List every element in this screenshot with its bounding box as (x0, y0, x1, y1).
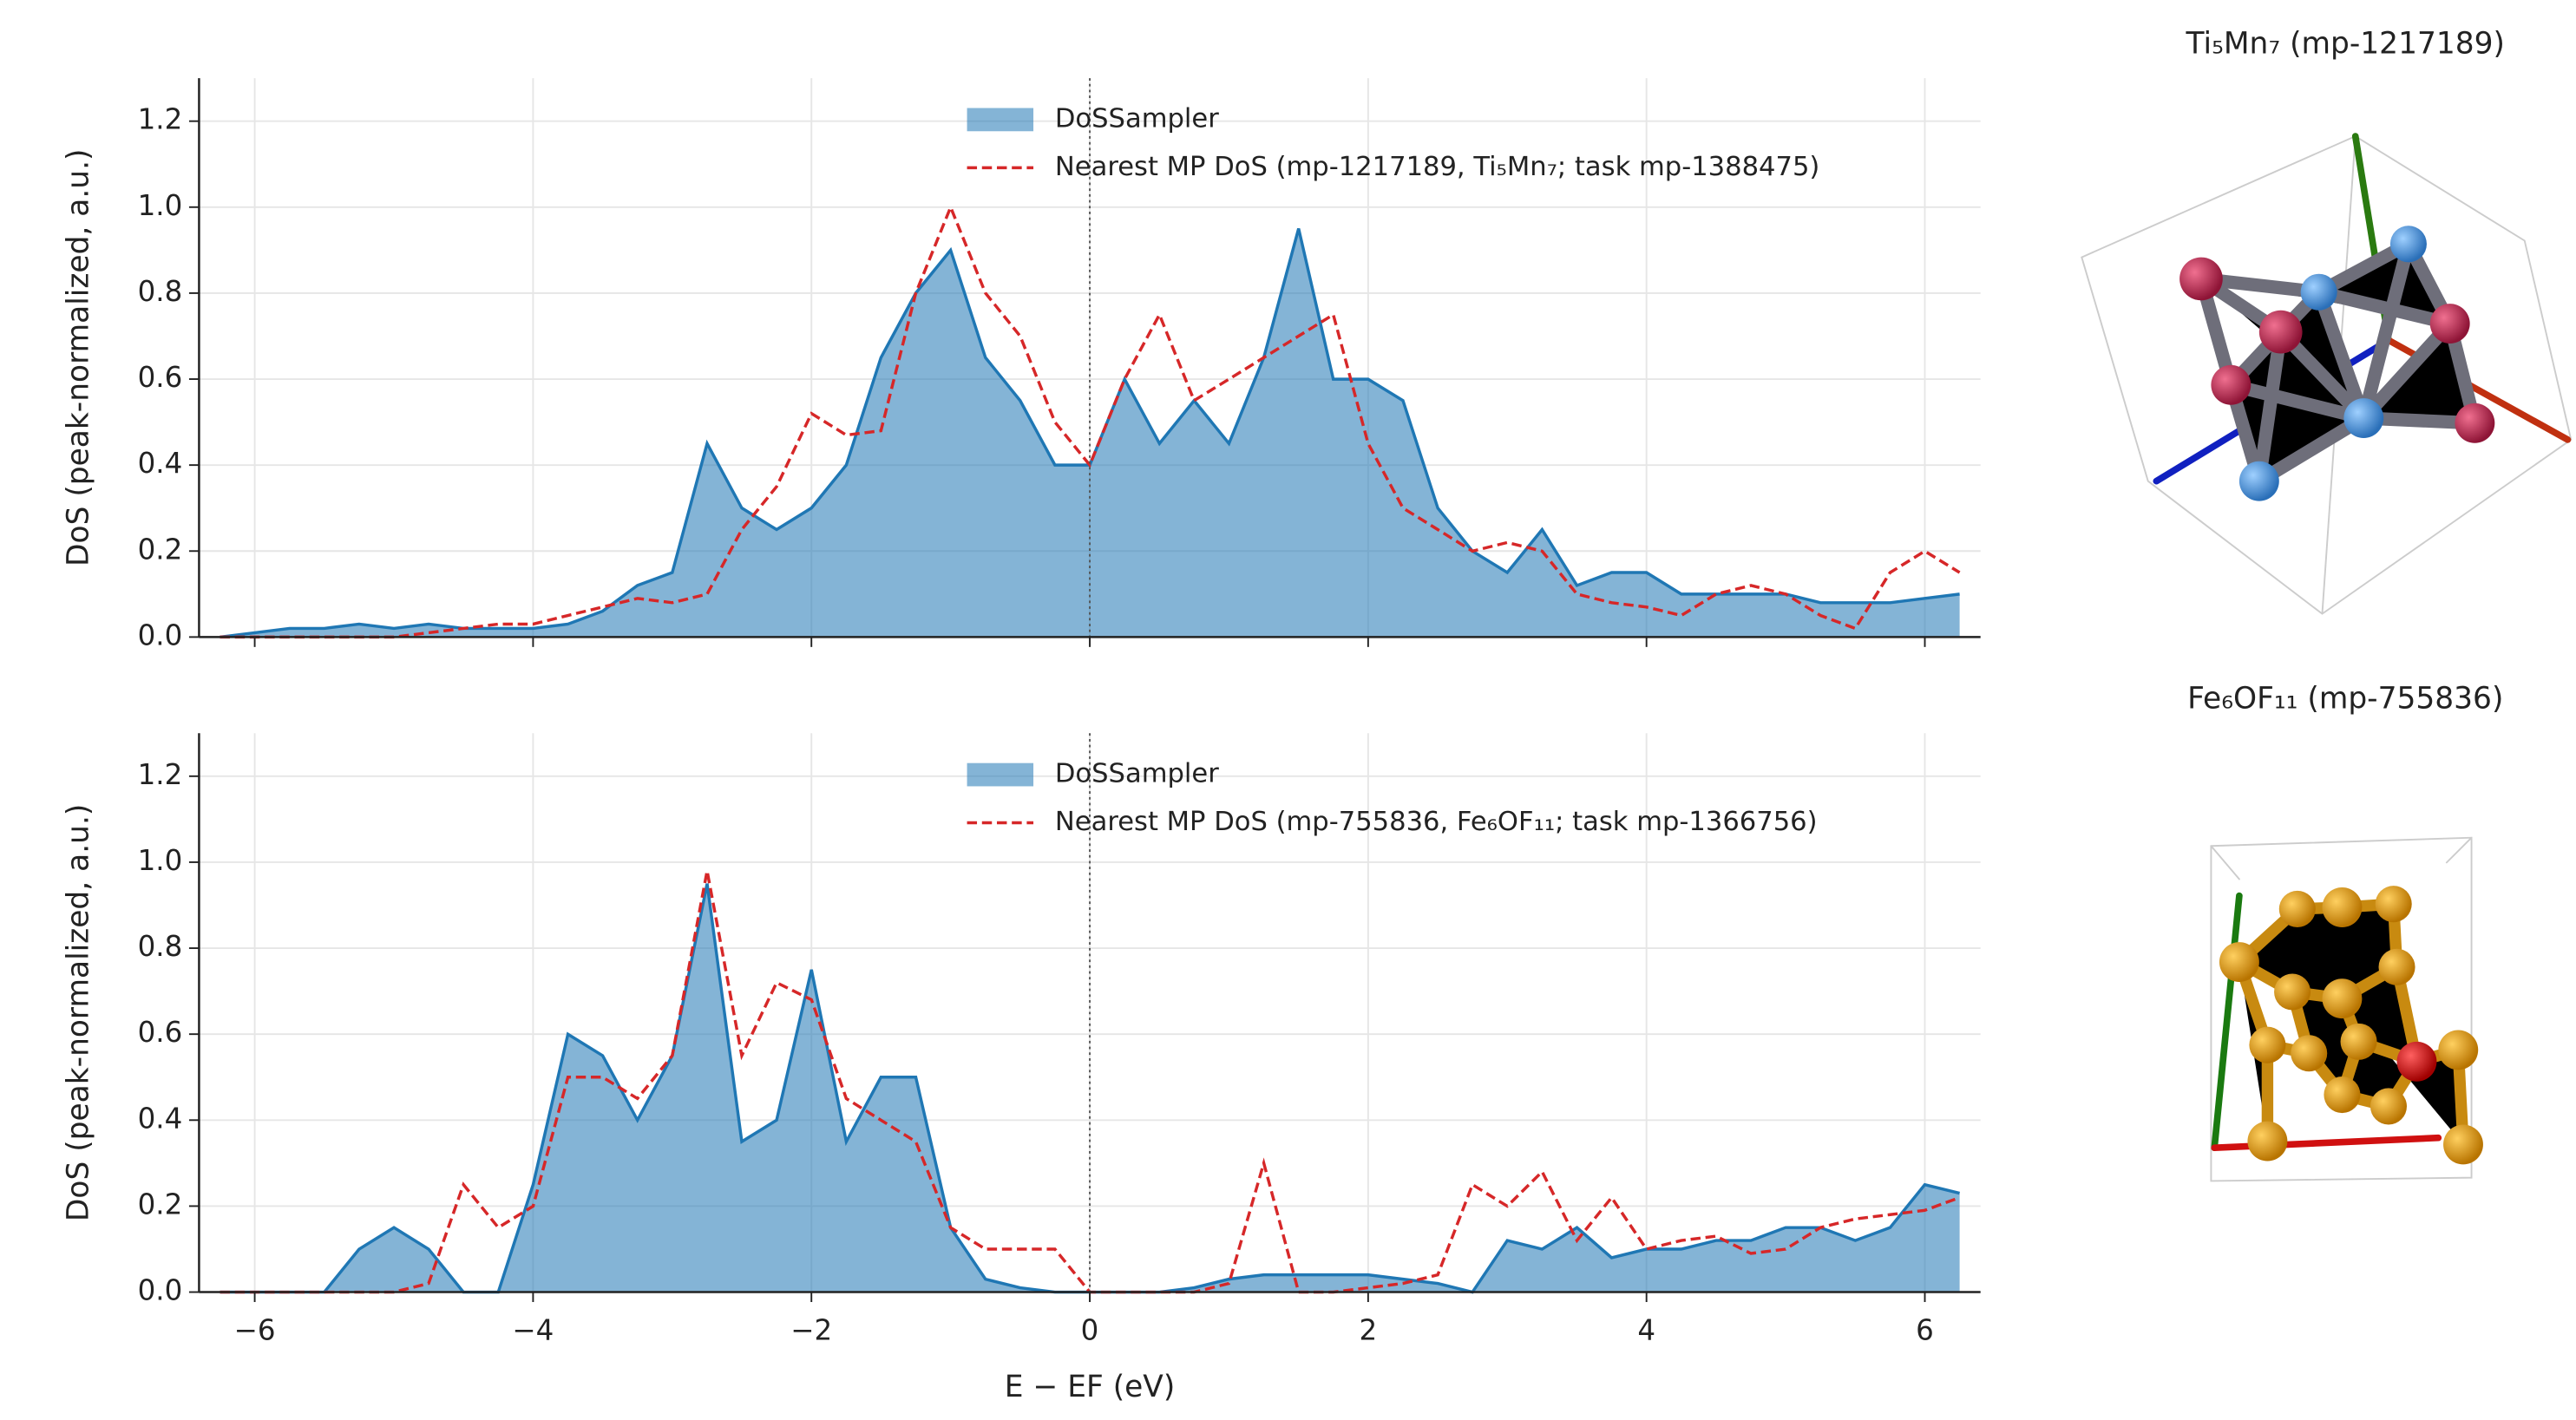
x-tick-label: 4 (1637, 1313, 1655, 1346)
structure-ti5mn7 (2081, 133, 2573, 615)
y-tick-label: 1.0 (138, 189, 183, 222)
structure-fe6of11 (2210, 836, 2483, 1182)
y-tick-label: 0.0 (138, 1274, 183, 1307)
y-tick-label: 1.0 (138, 844, 183, 877)
legend-swatch (967, 762, 1034, 787)
x-tick-label: 6 (1916, 1313, 1934, 1346)
y-tick-label: 0.8 (138, 930, 183, 963)
x-tick-label: 0 (1081, 1313, 1099, 1346)
legend-label: Nearest MP DoS (mp-1217189, Ti₅Mn₇; task… (1055, 152, 1819, 182)
y-tick-label: 0.0 (138, 618, 183, 651)
y-axis-label: DoS (peak-normalized, a.u.) (61, 149, 95, 566)
legend-label: DoSSampler (1055, 103, 1219, 134)
x-tick-label: −2 (790, 1313, 832, 1346)
nearest-dos-line (220, 203, 1961, 639)
y-tick-label: 0.4 (138, 1102, 183, 1135)
x-tick-label: −4 (512, 1313, 554, 1346)
y-tick-label: 0.8 (138, 275, 183, 308)
y-tick-label: 0.2 (138, 1188, 183, 1220)
y-tick-label: 0.4 (138, 447, 183, 480)
y-tick-label: 1.2 (138, 103, 183, 136)
y-tick-label: 1.2 (138, 758, 183, 791)
y-tick-label: 0.6 (138, 1016, 183, 1049)
y-tick-label: 0.6 (138, 361, 183, 394)
legend-swatch (967, 108, 1034, 132)
structure-title: Fe₆OF₁₁ (mp-755836) (2187, 682, 2503, 717)
x-axis-label: E − EF (eV) (1005, 1370, 1175, 1404)
structure-title: Ti₅Mn₇ (mp-1217189) (2186, 26, 2505, 61)
legend-label: Nearest MP DoS (mp-755836, Fe₆OF₁₁; task… (1055, 807, 1818, 837)
y-axis-label: DoS (peak-normalized, a.u.) (61, 804, 95, 1221)
legend-label: DoSSampler (1055, 759, 1219, 789)
x-tick-label: 2 (1360, 1313, 1378, 1346)
x-tick-label: −6 (234, 1313, 276, 1346)
y-tick-label: 0.2 (138, 533, 183, 566)
dos-area (220, 883, 1960, 1292)
